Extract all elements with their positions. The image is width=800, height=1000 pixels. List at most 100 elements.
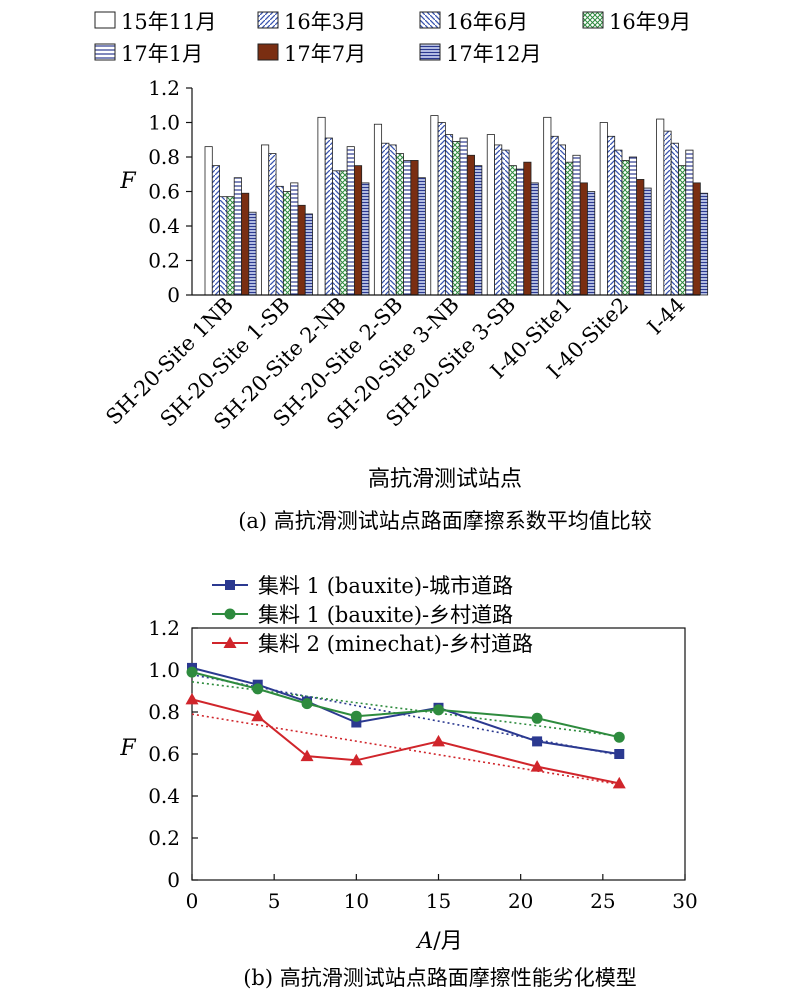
bar [395, 153, 404, 296]
legend-label-a: 17年7月 [284, 42, 366, 66]
y-tick-label-a: 0.6 [148, 180, 180, 204]
data-point [186, 666, 198, 678]
bar [466, 154, 475, 296]
x-tick-label-b: 10 [344, 889, 369, 913]
y-tick-label-a: 0.8 [148, 145, 180, 169]
y-tick-label-b: 1.2 [148, 616, 180, 640]
bars-a [204, 115, 709, 296]
bar [543, 116, 552, 296]
data-point [349, 753, 363, 766]
bar [494, 144, 503, 296]
bar [523, 161, 532, 296]
bar [444, 134, 454, 296]
bar [628, 156, 638, 296]
legend-label-a: 16年6月 [446, 10, 528, 34]
legend-label-a: 16年3月 [284, 10, 366, 34]
bar [373, 123, 383, 296]
legend-label-b: 集料 2 (minechat)-乡村道路 [258, 632, 533, 656]
legend-marker-b [224, 608, 236, 620]
y-tick-label-b: 1.0 [148, 658, 180, 682]
data-point [532, 736, 543, 747]
x-tick-label-b: 0 [186, 889, 199, 913]
legend-swatch-a [94, 43, 116, 61]
bar [636, 179, 645, 296]
y-tick-label-a: 1.0 [148, 111, 180, 135]
bar [290, 182, 299, 296]
y-tick-label-b: 0 [167, 868, 180, 892]
bar [508, 165, 517, 296]
bar [381, 142, 390, 296]
bar [452, 141, 461, 296]
data-point [252, 683, 264, 695]
panel-b: 0 0.2 0.4 0.6 0.8 1.0 1.2 0 5 10 15 20 25 30 集料 1 (ba… [119, 574, 697, 990]
y-tick-label-a: 1.2 [148, 76, 180, 100]
bar [656, 118, 665, 296]
bar [297, 204, 306, 296]
bar [572, 154, 581, 296]
data-point [612, 776, 626, 789]
x-tick-label-b: 25 [590, 889, 615, 913]
x-tick-label-a: I-44 [643, 293, 690, 340]
bar [530, 182, 539, 296]
bar [410, 160, 419, 296]
y-axis-a: 0 0.2 0.4 0.6 0.8 1.0 1.2 [148, 76, 192, 307]
legend-marker-b [225, 580, 235, 590]
data-point [432, 734, 445, 747]
bar [643, 187, 652, 296]
y-tick-label-b: 0.2 [148, 826, 180, 850]
bar [430, 115, 439, 296]
y-tick-label-a: 0 [167, 283, 180, 307]
bar [388, 144, 397, 296]
bar [621, 160, 630, 296]
legend-a: 15年11月 16年3月 16年6月 16年9月 17年1月 17年7月 17年12月 [94, 10, 691, 66]
data-point [433, 704, 444, 716]
bar [339, 170, 348, 296]
data-point [301, 698, 313, 710]
bar [550, 135, 559, 296]
bar [241, 192, 250, 296]
bar [403, 160, 412, 296]
legend-swatch-a [257, 11, 279, 29]
bar [437, 122, 446, 296]
bar [361, 182, 370, 296]
bar [211, 165, 221, 296]
bar [699, 192, 709, 296]
bar [417, 177, 426, 296]
x-tick-label-b: 20 [508, 889, 533, 913]
y-tick-label-b: 0.6 [148, 742, 180, 766]
legend-label-b: 集料 1 (bauxite)-城市道路 [258, 574, 513, 598]
bar [459, 137, 468, 296]
bar [565, 161, 574, 296]
bar [607, 135, 616, 296]
data-point [530, 760, 544, 772]
bar [332, 170, 341, 296]
y-tick-label-b: 0.4 [148, 784, 180, 808]
bar [663, 130, 672, 296]
data-point [613, 731, 625, 743]
x-axis-label-a: 高抗滑测试站点 [368, 467, 522, 492]
legend-swatch-a [419, 11, 441, 29]
axes-b: 0 0.2 0.4 0.6 0.8 1.0 1.2 0 5 10 15 20 25 30 [148, 616, 698, 913]
legend-label-a: 15年11月 [121, 10, 216, 34]
bar [678, 165, 687, 296]
bar [233, 177, 242, 296]
legend-swatch-a [419, 43, 441, 61]
x-tick-label-b: 15 [426, 889, 451, 913]
data-point [300, 749, 314, 762]
bar [346, 146, 355, 296]
bar [474, 165, 483, 296]
legend-marker-b [223, 636, 237, 648]
legend-label-a: 17年12月 [446, 42, 541, 66]
series-b [185, 662, 626, 789]
data-point [531, 712, 543, 724]
bar [692, 182, 701, 296]
bar [353, 165, 363, 296]
bar [599, 122, 608, 296]
bar [248, 211, 257, 296]
data-point [351, 717, 362, 728]
data-point [185, 692, 199, 705]
legend-label-a: 16年9月 [609, 10, 691, 34]
